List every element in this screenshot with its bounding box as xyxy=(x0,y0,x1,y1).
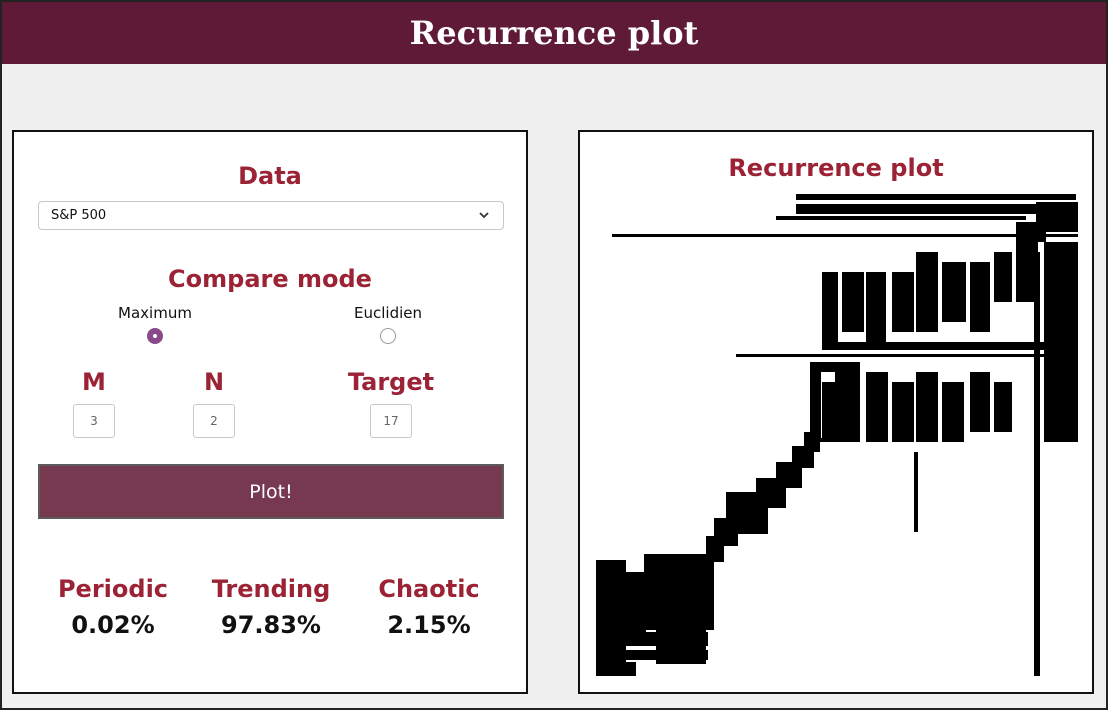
data-select-value: S&P 500 xyxy=(51,208,107,223)
param-m-label: M xyxy=(82,368,106,396)
stat-periodic-value: 0.02% xyxy=(71,611,155,639)
controls-panel: Data S&P 500 Compare mode Maximum Euclid… xyxy=(12,130,528,694)
compare-mode-title: Compare mode xyxy=(168,265,372,293)
data-select[interactable]: S&P 500 xyxy=(38,201,504,230)
stat-trending: Trending 97.83% xyxy=(191,575,351,639)
param-m-input[interactable]: 3 xyxy=(73,404,115,438)
compare-option-maximum[interactable]: Maximum xyxy=(95,304,215,344)
stat-trending-label: Trending xyxy=(211,575,331,603)
recurrence-plot-image xyxy=(596,194,1078,676)
app-title: Recurrence plot xyxy=(409,14,699,52)
param-n-input[interactable]: 2 xyxy=(193,404,235,438)
param-target-label: Target xyxy=(347,368,435,396)
app-header: Recurrence plot xyxy=(2,2,1106,64)
stat-periodic: Periodic 0.02% xyxy=(33,575,193,639)
param-n: N 2 xyxy=(174,368,254,438)
compare-option-euclidien[interactable]: Euclidien xyxy=(328,304,448,344)
compare-option-label: Euclidien xyxy=(354,304,422,322)
plot-panel: Recurrence plot xyxy=(578,130,1094,694)
param-n-label: N xyxy=(203,368,225,396)
stat-chaotic: Chaotic 2.15% xyxy=(349,575,509,639)
plot-button[interactable]: Plot! xyxy=(38,464,504,519)
radio-selected[interactable] xyxy=(147,328,163,344)
param-target: Target 17 xyxy=(331,368,451,438)
param-m: M 3 xyxy=(54,368,134,438)
stat-chaotic-label: Chaotic xyxy=(378,575,480,603)
radio-unselected[interactable] xyxy=(380,328,396,344)
stat-trending-value: 97.83% xyxy=(221,611,321,639)
chevron-down-icon xyxy=(479,212,489,219)
plot-title: Recurrence plot xyxy=(728,154,944,182)
stat-chaotic-value: 2.15% xyxy=(387,611,471,639)
compare-option-label: Maximum xyxy=(118,304,192,322)
stat-periodic-label: Periodic xyxy=(57,575,169,603)
param-target-input[interactable]: 17 xyxy=(370,404,412,438)
data-title: Data xyxy=(238,162,302,190)
